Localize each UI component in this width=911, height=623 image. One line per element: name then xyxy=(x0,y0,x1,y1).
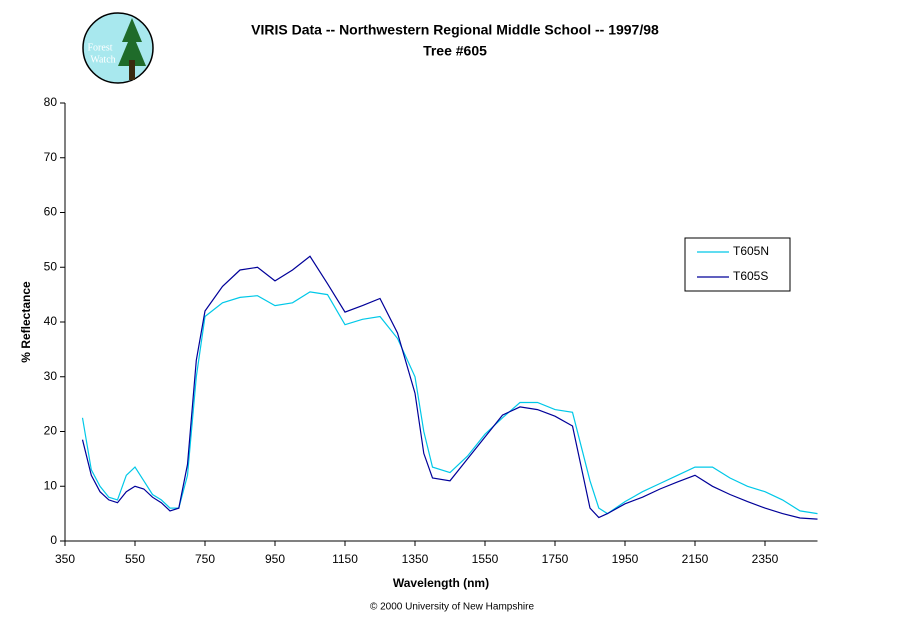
y-tick-label: 20 xyxy=(44,424,58,438)
x-tick-label: 2350 xyxy=(752,552,779,566)
x-tick-label: 350 xyxy=(55,552,75,566)
chart-title: VIRIS Data -- Northwestern Regional Midd… xyxy=(251,22,659,38)
chart-subtitle: Tree #605 xyxy=(423,43,487,59)
logo-trunk xyxy=(129,60,135,80)
y-tick-label: 10 xyxy=(44,478,58,492)
y-tick-label: 60 xyxy=(44,205,58,219)
logo-text: Forest xyxy=(88,42,113,53)
legend-box xyxy=(684,237,791,292)
x-tick-label: 1150 xyxy=(332,552,358,566)
x-tick-label: 2150 xyxy=(682,552,709,566)
y-tick-label: 30 xyxy=(44,369,58,383)
legend-label: T605S xyxy=(733,269,768,283)
x-tick-label: 1550 xyxy=(472,552,499,566)
legend-label: T605N xyxy=(733,244,769,258)
source-note: © 2000 University of New Hampshire xyxy=(370,602,535,613)
x-tick-label: 1350 xyxy=(402,552,429,566)
data-line xyxy=(81,255,818,520)
x-tick-label: 550 xyxy=(125,552,145,566)
x-tick-label: 1950 xyxy=(612,552,639,566)
y-tick-label: 50 xyxy=(44,259,58,273)
logo-text: Watch xyxy=(90,54,115,65)
x-tick-label: 1750 xyxy=(542,552,569,566)
y-axis-label: % Reflectance xyxy=(19,281,33,363)
logo-tree xyxy=(118,18,146,66)
data-line xyxy=(81,291,818,515)
y-tick-label: 70 xyxy=(44,150,58,164)
y-tick-label: 0 xyxy=(50,533,57,547)
x-tick-label: 950 xyxy=(265,552,285,566)
x-axis-label: Wavelength (nm) xyxy=(393,576,489,590)
y-tick-label: 40 xyxy=(44,314,58,328)
x-tick-label: 750 xyxy=(195,552,215,566)
logo: Forest Watch xyxy=(82,12,154,84)
y-tick-label: 80 xyxy=(44,95,58,109)
